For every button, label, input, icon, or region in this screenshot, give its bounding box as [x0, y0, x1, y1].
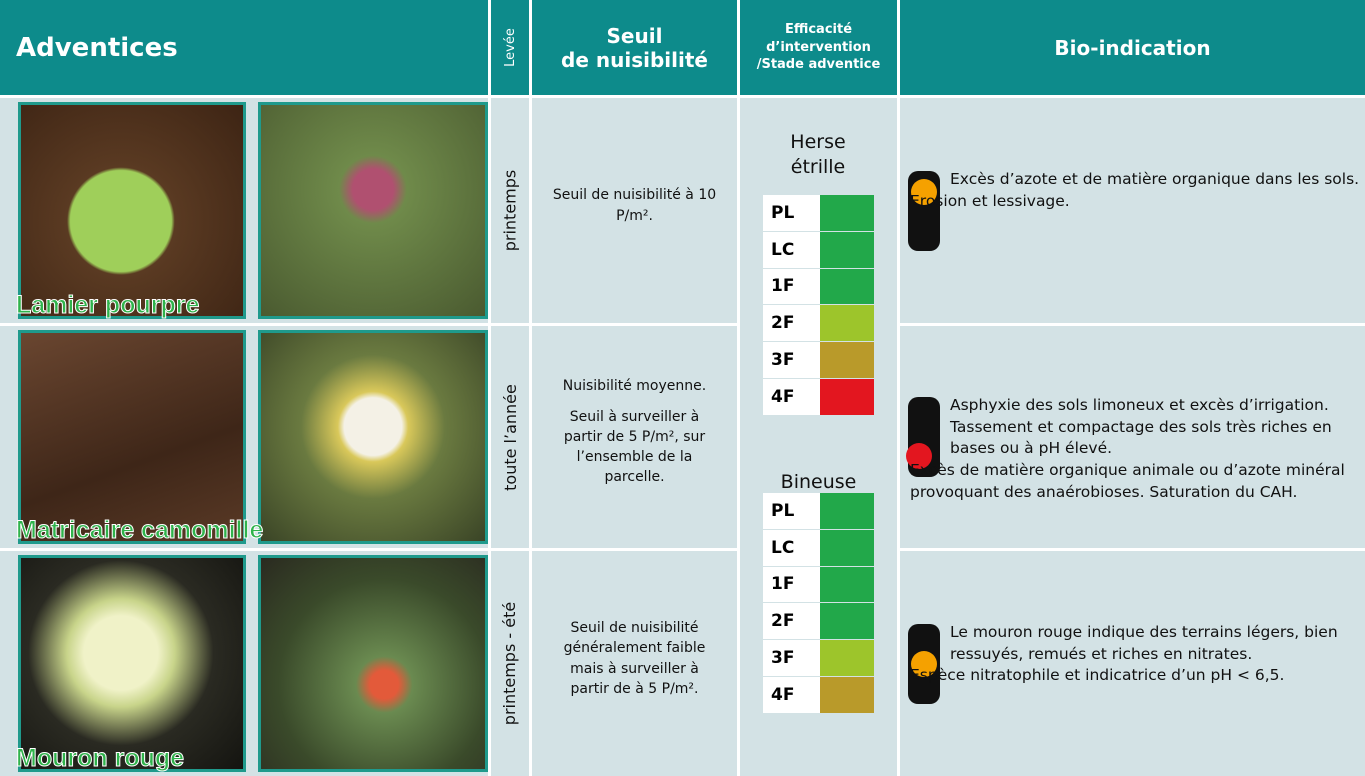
stage-label: 2F	[763, 305, 820, 342]
bio-paragraph: Excès d’azote et de matière organique da…	[950, 170, 1360, 188]
photo	[258, 102, 488, 319]
stage-color	[820, 231, 874, 268]
bio-paragraph: Asphyxie des sols limoneux et excès d’ir…	[950, 396, 1332, 458]
photo	[18, 555, 246, 772]
stage-color	[820, 379, 874, 415]
levee-cell: printemps	[491, 98, 529, 323]
photo	[258, 330, 488, 544]
levee-text: toute l’année	[500, 383, 520, 491]
photo	[18, 102, 246, 319]
bio-paragraph: Erosion et lessivage.	[910, 191, 1070, 210]
stage-color	[820, 195, 874, 231]
header-bio: Bio-indication	[900, 0, 1365, 95]
bio-cell: Excès d’azote et de matière organique da…	[900, 98, 1365, 323]
levee-text: printemps - été	[500, 601, 520, 726]
stage-color	[820, 268, 874, 305]
header-efficacite: Efficacité d’intervention/Stade adventice	[740, 0, 897, 95]
bio-paragraph: Espèce nitratophile et indicatrice d’un …	[910, 666, 1285, 685]
bio-text: Excès d’azote et de matière organique da…	[910, 169, 1360, 212]
header-line: de nuisibilité	[561, 47, 708, 72]
plant-name: Matricaire camomille	[15, 516, 264, 545]
seuil-text: Seuil à surveiller à partir de 5 P/m², s…	[563, 408, 706, 486]
tool-name: Herse étrille	[790, 131, 846, 178]
stage-color	[820, 677, 874, 713]
light-dot	[911, 651, 937, 677]
stage-label: 4F	[763, 677, 820, 713]
stage-label: 4F	[763, 379, 820, 415]
stage-color	[820, 342, 874, 378]
stage-label: PL	[763, 493, 820, 529]
levee-cell: toute l’année	[491, 326, 529, 548]
levee-text: printemps	[500, 169, 520, 252]
stage-label: PL	[763, 195, 820, 231]
header-levee: Levée	[491, 0, 529, 95]
photo	[258, 555, 488, 772]
stage-color	[820, 603, 874, 640]
seuil-cell: Seuil de nuisibilité à 10 P/m².	[532, 98, 737, 323]
bio-text: Asphyxie des sols limoneux et excès d’ir…	[910, 395, 1360, 503]
bio-paragraph: Excès de matière organique animale ou d’…	[910, 461, 1345, 501]
stage-label: 3F	[763, 640, 820, 676]
seuil-text: Seuil de nuisibilité généralement faible…	[563, 619, 706, 697]
seuil-cell: Nuisibilité moyenne. Seuil à surveiller à…	[532, 326, 737, 548]
header-line: d’intervention	[766, 39, 871, 55]
seuil-cell: Seuil de nuisibilité généralement faible…	[532, 551, 737, 776]
traffic-light	[906, 397, 940, 477]
tool-name: Bineuse	[780, 471, 857, 493]
traffic-light	[908, 171, 940, 251]
header-adventices: Adventices	[0, 0, 488, 95]
header-line: Seuil	[606, 23, 663, 48]
stage-label: LC	[763, 529, 820, 566]
plant-name: Lamier pourpre	[15, 291, 200, 320]
stage-color	[820, 566, 874, 603]
levee-label: Levée	[502, 28, 518, 67]
stage-color	[820, 493, 874, 529]
bio-paragraph: Le mouron rouge indique des terrains lég…	[950, 623, 1338, 663]
stage-label: 2F	[763, 603, 820, 640]
stage-label: 1F	[763, 566, 820, 603]
traffic-light	[908, 624, 940, 704]
stage-label: 3F	[763, 342, 820, 378]
photo	[18, 330, 246, 544]
light-dot	[911, 179, 937, 205]
header-seuil: Seuil de nuisibilité	[532, 0, 737, 95]
bio-cell: Le mouron rouge indique des terrains lég…	[900, 551, 1365, 776]
seuil-text: Seuil de nuisibilité à 10 P/m².	[552, 187, 717, 224]
light-dot	[906, 443, 932, 469]
header-line: /Stade adventice	[756, 57, 881, 73]
plant-name: Mouron rouge	[15, 744, 185, 773]
levee-cell: printemps - été	[491, 551, 529, 776]
stage-color	[820, 640, 874, 676]
bio-text: Le mouron rouge indique des terrains lég…	[910, 622, 1360, 687]
seuil-text: Nuisibilité moyenne.	[562, 378, 707, 395]
stage-label: 1F	[763, 268, 820, 305]
stage-color	[820, 529, 874, 566]
header-line: Efficacité	[784, 22, 853, 38]
bio-cell: Asphyxie des sols limoneux et excès d’ir…	[900, 326, 1365, 548]
stage-label: LC	[763, 231, 820, 268]
stage-color	[820, 305, 874, 342]
